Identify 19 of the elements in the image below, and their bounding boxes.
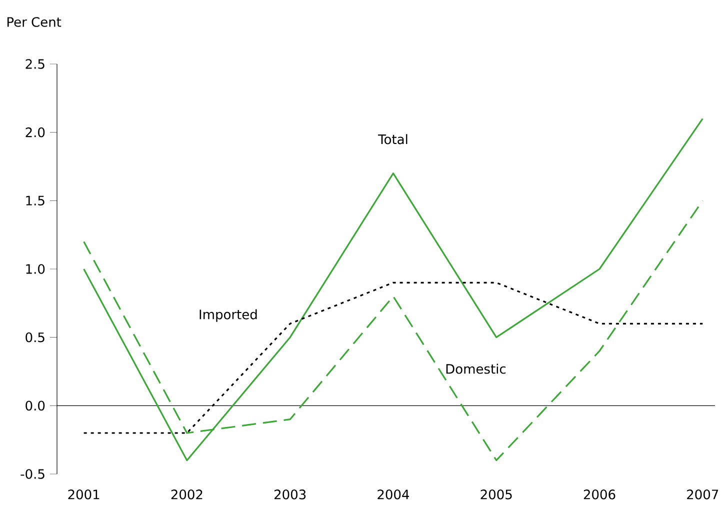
y-tick-label: 0.0: [26, 400, 45, 411]
y-axis-title: Per Cent: [7, 17, 62, 27]
x-tick-label: 2006: [584, 490, 616, 500]
x-tick-label: 2001: [68, 490, 100, 500]
y-tick-label: 1.5: [26, 196, 44, 206]
x-tick-label: 2005: [480, 490, 512, 500]
x-tick-label: 2002: [171, 490, 202, 500]
y-tick-label: 2.5: [26, 59, 44, 69]
x-tick-label: 2003: [274, 490, 306, 500]
y-tick-label: -0.5: [20, 469, 44, 479]
y-tick-label: 0.5: [26, 332, 44, 342]
x-tick-label: 2007: [687, 490, 718, 500]
series-label: Domestic: [446, 364, 506, 374]
line-series: [83, 118, 704, 462]
y-tick-label: 2.0: [26, 127, 45, 138]
y-tick-label: 1.0: [26, 264, 45, 274]
series-label: Imported: [200, 309, 257, 322]
x-tick-label: 2004: [378, 490, 410, 500]
text: Total: [378, 134, 408, 144]
